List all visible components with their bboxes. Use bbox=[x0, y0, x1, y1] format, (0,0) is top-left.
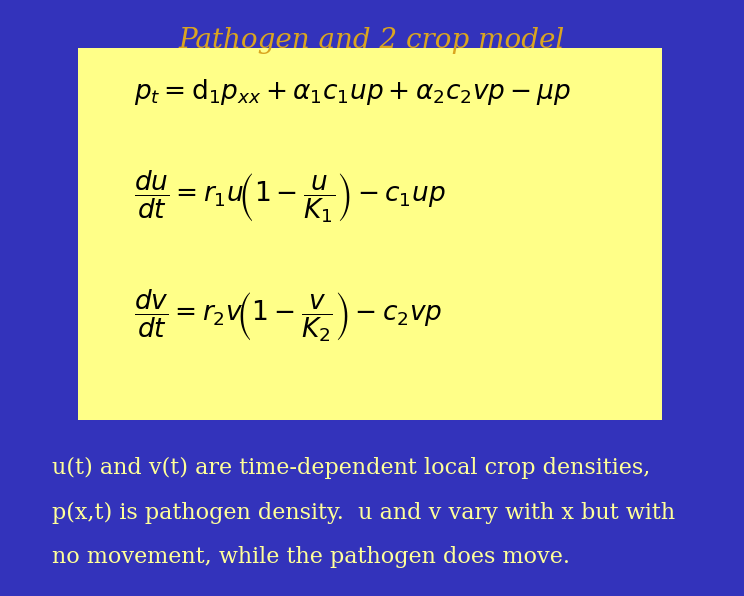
Text: $\dfrac{dv}{dt} = r_2 v\!\left(1 - \dfrac{v}{K_2}\right) - c_2 vp$: $\dfrac{dv}{dt} = r_2 v\!\left(1 - \dfra… bbox=[134, 287, 442, 344]
Text: no movement, while the pathogen does move.: no movement, while the pathogen does mov… bbox=[52, 547, 570, 568]
Text: u(t) and v(t) are time-dependent local crop densities,: u(t) and v(t) are time-dependent local c… bbox=[52, 457, 650, 479]
Text: Pathogen and 2 crop model: Pathogen and 2 crop model bbox=[179, 27, 565, 54]
Text: $p_t = \mathrm{d}_1 p_{xx} + \alpha_1 c_1 up + \alpha_2 c_2 vp - \mu p$: $p_t = \mathrm{d}_1 p_{xx} + \alpha_1 c_… bbox=[134, 77, 571, 107]
Text: $\dfrac{du}{dt} = r_1 u\!\left(1 - \dfrac{u}{K_1}\right) - c_1 up$: $\dfrac{du}{dt} = r_1 u\!\left(1 - \dfra… bbox=[134, 168, 446, 225]
Text: p(x,t) is pathogen density.  u and v vary with x but with: p(x,t) is pathogen density. u and v vary… bbox=[52, 501, 676, 524]
FancyBboxPatch shape bbox=[78, 48, 662, 420]
